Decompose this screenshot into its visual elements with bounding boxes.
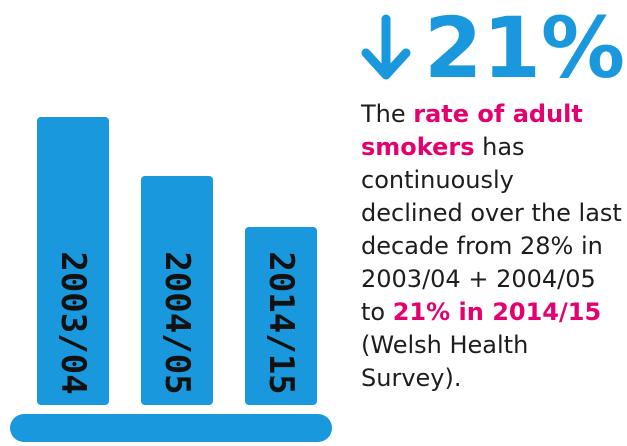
chart-base-bar	[10, 414, 332, 442]
description-text: The rate of adult smokers has continuous…	[361, 100, 622, 392]
bar-2004-05	[141, 176, 213, 405]
stat-headline: 21%	[360, 6, 625, 90]
highlight-rate: rate of adult smokers	[361, 100, 583, 161]
bar-label-2003-04: 2003/04	[53, 251, 93, 394]
stat-value: 21%	[424, 0, 626, 97]
highlight-value: 21% in 2014/15	[392, 298, 602, 326]
bar-2003-04	[37, 117, 109, 405]
arrow-down-icon	[361, 14, 411, 80]
bar-label-2014-15: 2014/15	[261, 251, 301, 394]
bar-label-2004-05: 2004/05	[157, 251, 197, 394]
bar-chart: 2003/04 2004/05 2014/15	[10, 117, 332, 442]
bar-2014-15	[245, 227, 317, 405]
